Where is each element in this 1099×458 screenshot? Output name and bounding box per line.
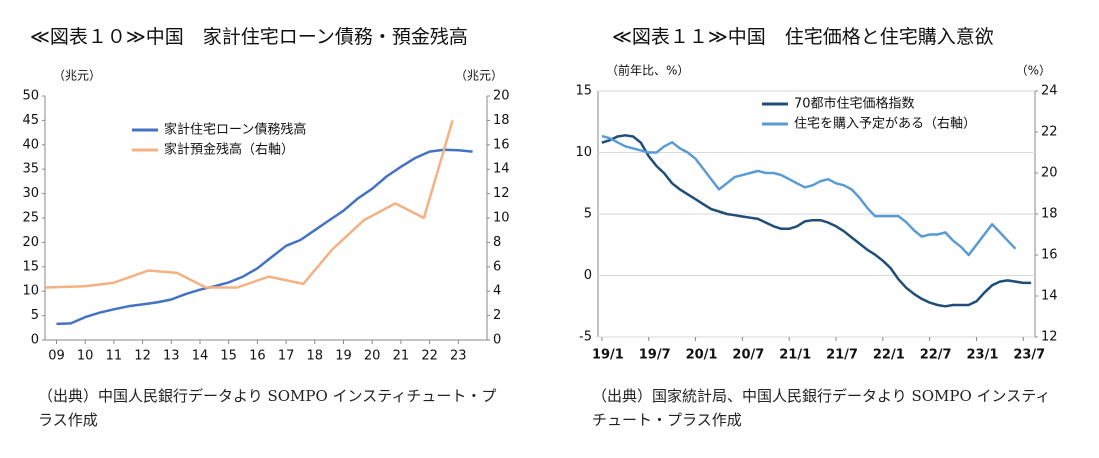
y-tick-label: 0 <box>31 333 39 348</box>
legend-label: 住宅を購入予定がある（右軸） <box>794 117 976 132</box>
y2-tick-label: 8 <box>493 235 501 250</box>
y2-tick-label: 18 <box>1041 207 1058 222</box>
x-tick-label: 16 <box>249 349 266 364</box>
x-tick-label: 21/1 <box>779 348 811 363</box>
x-tick-label: 23/7 <box>1013 348 1045 363</box>
x-tick-label: 14 <box>192 349 209 364</box>
y-tick-label: 35 <box>22 162 39 177</box>
x-tick-label: 21 <box>393 349 410 364</box>
x-tick-label: 22 <box>421 349 438 364</box>
y2-tick-label: 14 <box>493 162 510 177</box>
y2-tick-label: 4 <box>493 284 501 299</box>
x-tick-label: 17 <box>278 349 295 364</box>
y-tick-label: 5 <box>31 308 39 323</box>
y2-tick-label: 14 <box>1041 289 1058 304</box>
y-tick-label: 45 <box>22 113 39 128</box>
y2-tick-label: 0 <box>493 333 501 348</box>
source-note: （出典）国家統計局、中国人民銀行データより SOMPO インスティチュート・プラ… <box>592 387 1051 429</box>
x-tick-label: 12 <box>134 349 151 364</box>
x-tick-label: 23 <box>450 349 467 364</box>
x-tick-label: 20/1 <box>686 348 718 363</box>
x-tick-label: 19/1 <box>592 348 624 363</box>
x-tick-label: 19 <box>335 349 352 364</box>
y-tick-label: 20 <box>22 235 39 250</box>
x-tick-label: 13 <box>163 349 180 364</box>
y2-tick-label: 18 <box>493 113 510 128</box>
y-tick-label: 15 <box>22 259 39 274</box>
y2-tick-label: 12 <box>1041 330 1058 345</box>
series-line <box>44 120 454 289</box>
y2-tick-label: 16 <box>493 137 510 152</box>
x-tick-label: 21/7 <box>826 348 858 363</box>
series-line <box>601 134 1032 308</box>
y-tick-label: 15 <box>575 84 592 99</box>
y2-tick-label: 16 <box>1041 248 1058 263</box>
y-tick-label: 5 <box>584 207 592 222</box>
axis-unit: （%） <box>1016 64 1051 78</box>
series-line <box>56 148 473 326</box>
y2-tick-label: 24 <box>1041 84 1058 99</box>
x-tick-label: 20/7 <box>732 348 764 363</box>
y-tick-label: 25 <box>22 211 39 226</box>
y2-tick-label: 2 <box>493 308 501 323</box>
y-tick-label: -5 <box>579 330 592 345</box>
y2-tick-label: 12 <box>493 186 510 201</box>
axis-unit: （兆元） <box>455 69 503 83</box>
x-tick-label: 11 <box>106 349 123 364</box>
x-tick-label: 18 <box>307 349 324 364</box>
legend-label: 70都市住宅価格指数 <box>794 96 915 112</box>
y-tick-label: 40 <box>22 137 39 152</box>
y-tick-label: 50 <box>22 89 39 104</box>
y-tick-label: 10 <box>575 145 592 160</box>
y-tick-label: 30 <box>22 186 39 201</box>
y2-tick-label: 20 <box>1041 166 1058 181</box>
series-line <box>601 134 1017 257</box>
y2-tick-label: 10 <box>493 211 510 226</box>
x-tick-label: 09 <box>48 349 65 364</box>
chart-title: ≪図表１０≫中国 家計住宅ローン債務・預金残高 <box>30 26 468 48</box>
x-tick-label: 10 <box>77 349 94 364</box>
x-tick-label: 15 <box>220 349 237 364</box>
x-tick-label: 23/1 <box>967 348 999 363</box>
axis-unit: （兆元） <box>53 69 101 83</box>
y2-tick-label: 20 <box>493 89 510 104</box>
axis-unit: （前年比、%） <box>606 63 689 78</box>
chart-title: ≪図表１１≫中国 住宅価格と住宅購入意欲 <box>612 26 994 48</box>
x-tick-label: 20 <box>364 349 381 364</box>
x-tick-label: 22/7 <box>920 348 952 363</box>
x-tick-label: 22/1 <box>873 348 905 363</box>
y-tick-label: 10 <box>22 284 39 299</box>
legend-label: 家計住宅ローン債務残高 <box>164 122 306 138</box>
y-tick-label: 0 <box>584 268 592 283</box>
x-tick-label: 19/7 <box>639 348 671 363</box>
y2-tick-label: 22 <box>1041 125 1058 140</box>
source-note: （出典）中国人民銀行データより SOMPO インスティチュート・プラス作成 <box>38 387 497 429</box>
y2-tick-label: 6 <box>493 259 501 274</box>
legend-label: 家計預金残高（右軸） <box>164 142 294 158</box>
